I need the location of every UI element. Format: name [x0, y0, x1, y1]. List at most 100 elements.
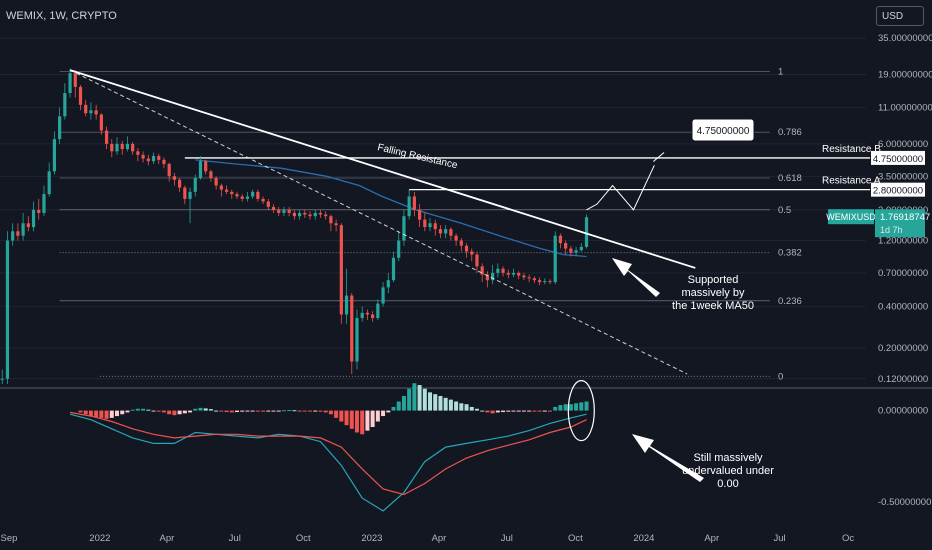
candle-body: [402, 216, 406, 241]
candle-body: [104, 130, 109, 144]
x-tick-label: Apr: [704, 533, 719, 544]
macd-highlight-circle: [567, 379, 595, 442]
candle-body: [84, 104, 88, 114]
candle-body: [423, 219, 427, 228]
candle-body: [266, 201, 270, 207]
candle-body: [511, 272, 516, 275]
currency-selector[interactable]: USD: [876, 6, 924, 26]
macd-histogram-bar: [354, 410, 359, 433]
candle-body: [506, 272, 510, 275]
macd-histogram-bar: [558, 405, 563, 411]
candle-body: [381, 287, 385, 304]
candle-body: [433, 223, 437, 230]
candle-body: [350, 295, 354, 362]
candle-body: [292, 212, 296, 217]
candle-body: [240, 196, 244, 199]
candle-body: [245, 196, 250, 199]
macd-histogram-bar: [172, 410, 177, 416]
macd-histogram-bar: [501, 410, 506, 413]
macd-histogram-bar: [495, 410, 500, 413]
price-tick-label: 35.00000000: [878, 33, 932, 44]
macd-histogram-bar: [480, 410, 485, 412]
price-tag-value: 1.76918747: [880, 212, 930, 223]
macd-histogram-bar: [433, 394, 438, 411]
macd-histogram-bar: [297, 410, 302, 412]
candle-body: [42, 194, 46, 213]
candle-body: [271, 206, 276, 210]
candle-body: [178, 179, 182, 188]
supported-note-line: Supported: [688, 274, 739, 286]
macd-histogram-bar: [182, 410, 187, 414]
candle-body: [16, 231, 20, 236]
candle-body: [564, 243, 568, 249]
candle-body: [438, 229, 443, 234]
candle-body: [261, 198, 265, 202]
macd-histogram-bar: [224, 410, 229, 413]
candle-body: [256, 191, 260, 199]
candle-body: [89, 110, 93, 114]
candle-body: [287, 209, 291, 213]
candle-body: [397, 240, 401, 258]
macd-histogram-bar: [412, 383, 417, 411]
macd-histogram-bar: [83, 410, 88, 415]
price-tag-box: [875, 209, 925, 238]
price-tag-symbol-box: [828, 209, 874, 225]
candle-body: [501, 268, 505, 273]
candle-body: [21, 223, 25, 236]
candle-body: [318, 212, 323, 215]
macd-histogram-bar: [407, 388, 412, 411]
macd-histogram-bar: [141, 408, 146, 411]
candle-body: [162, 159, 166, 164]
candle-body: [308, 214, 312, 217]
price-tick-label: 1.20000000: [878, 236, 928, 247]
resistance-b-label: Resistance B: [822, 144, 881, 155]
candle-body: [522, 275, 526, 278]
resistance-b-price-box: [871, 150, 925, 165]
macd-histogram-bar: [584, 401, 589, 411]
macd-histogram-bar: [521, 410, 526, 412]
candle-body: [172, 176, 176, 180]
falling-resistance-label: Falling Resistance: [376, 142, 459, 171]
candle-body: [136, 151, 140, 155]
candle-body: [553, 235, 557, 283]
macd-histogram-bar: [208, 409, 213, 411]
candle-body: [569, 248, 573, 253]
macd-histogram-bar: [328, 410, 333, 415]
candle-body: [230, 191, 234, 195]
fib-level-label: 1: [778, 67, 783, 78]
candle-body: [151, 156, 156, 162]
macd-histogram-bar: [125, 410, 130, 413]
macd-histogram-bar: [386, 410, 391, 413]
macd-histogram-bar: [401, 396, 406, 411]
macd-histogram-bar: [281, 410, 286, 412]
macd-histogram-bar: [443, 397, 448, 411]
candle-body: [407, 196, 411, 217]
candle-body: [224, 189, 229, 192]
macd-histogram-bar: [135, 408, 140, 411]
macd-histogram-bar: [339, 410, 344, 422]
macd-histogram-bar: [396, 401, 401, 411]
macd-histogram-bar: [459, 403, 464, 411]
macd-histogram-bar: [360, 410, 365, 435]
target-label-box: [691, 118, 755, 142]
macd-histogram-bar: [261, 410, 266, 412]
macd-histogram-bar: [485, 410, 490, 413]
macd-histogram-bar: [506, 410, 511, 412]
macd-histogram-bar: [214, 410, 219, 412]
macd-histogram-bar: [548, 410, 553, 412]
macd-histogram-bar: [318, 410, 323, 412]
candle-body: [0, 378, 4, 380]
candle-body: [532, 278, 536, 281]
macd-histogram-bar: [391, 406, 396, 411]
x-tick-label: Oc: [842, 533, 854, 544]
price-tick-label: 6.00000000: [878, 139, 928, 150]
price-tick-label: 19.00000000: [878, 70, 932, 81]
candle-body: [204, 161, 208, 172]
candle-body: [198, 161, 203, 179]
candle-body: [115, 143, 119, 152]
macd-histogram-bar: [490, 410, 495, 414]
candle-body: [214, 178, 218, 186]
candle-body: [120, 143, 124, 150]
candle-body: [376, 303, 380, 319]
